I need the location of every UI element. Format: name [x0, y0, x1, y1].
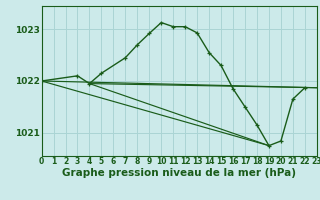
X-axis label: Graphe pression niveau de la mer (hPa): Graphe pression niveau de la mer (hPa): [62, 168, 296, 178]
